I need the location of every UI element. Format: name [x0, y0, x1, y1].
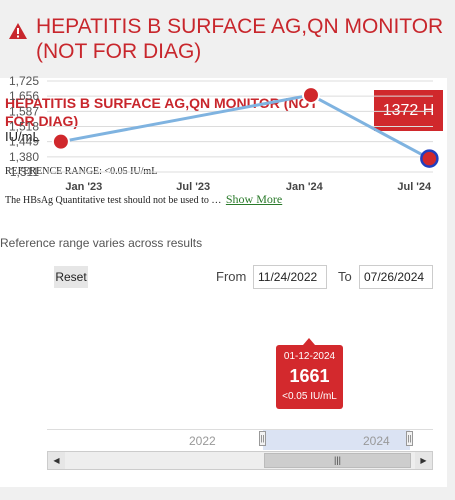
to-date-input[interactable]	[359, 265, 433, 289]
show-more-link[interactable]: Show More	[225, 192, 283, 206]
chart-gridlines	[47, 80, 433, 173]
x-tick-label: Jul '24	[397, 181, 432, 193]
scroll-right-arrow-icon[interactable]: ▶	[415, 452, 432, 469]
page-title: HEPATITIS B SURFACE AG,QN MONITOR (NOT F…	[36, 15, 444, 63]
from-date-input[interactable]	[253, 265, 327, 289]
scroll-left-arrow-icon[interactable]: ◀	[48, 452, 65, 469]
tooltip-value: 1661	[289, 366, 330, 386]
test-note: The HBsAg Quantitative test should not b…	[5, 192, 282, 207]
navigator-selection[interactable]	[263, 430, 410, 450]
data-point	[420, 149, 439, 168]
data-point	[301, 86, 320, 105]
result-value-badge: 1372 H	[374, 90, 443, 131]
tooltip-date: 01-12-2024	[283, 351, 336, 362]
from-label: From	[216, 269, 247, 284]
navigator-right-handle[interactable]: ||	[406, 431, 413, 446]
y-tick-label: 1,311	[10, 165, 39, 179]
value-tooltip: 01-12-2024 1661 <0.05 IU/mL	[276, 338, 343, 409]
warning-triangle-icon	[9, 23, 27, 39]
series-points	[51, 86, 439, 168]
units-label: IU/mL	[5, 129, 40, 144]
x-tick-label: Jan '24	[286, 181, 324, 193]
x-axis-ticks: Jan '23 Jul '23 Jan '24 Jul '24	[65, 181, 432, 193]
range-navigator[interactable]: 2022 2024 || ||	[47, 429, 433, 450]
reference-varies-note: Reference range varies across results	[0, 236, 203, 250]
y-tick-label: 1,587	[9, 104, 39, 118]
x-tick-label: Jan '23	[65, 181, 102, 193]
note-ellipsis: …	[211, 195, 222, 206]
page-header: HEPATITIS B SURFACE AG,QN MONITOR (NOT F…	[0, 0, 455, 78]
reset-button[interactable]: Reset	[54, 266, 88, 288]
y-tick-label: 1,656	[9, 89, 39, 103]
data-point	[51, 132, 70, 151]
y-tick-label: 1,518	[9, 120, 39, 134]
to-label: To	[338, 269, 352, 284]
note-text: The HBsAg Quantitative test should not b…	[5, 195, 209, 206]
tooltip-unit: <0.05 IU/mL	[282, 391, 337, 402]
scrollbar-thumb[interactable]: |||	[264, 453, 411, 468]
navigator-year-label: 2022	[189, 434, 216, 448]
y-tick-label: 1,449	[9, 135, 39, 149]
x-tick-label: Jul '23	[176, 181, 210, 193]
navigator-left-handle[interactable]: ||	[259, 431, 266, 446]
navigator-year-label: 2024	[363, 434, 390, 448]
chart-scrollbar[interactable]: ◀ ||| ▶	[47, 451, 433, 470]
y-tick-label: 1,725	[9, 74, 39, 88]
y-tick-label: 1,380	[9, 150, 39, 164]
